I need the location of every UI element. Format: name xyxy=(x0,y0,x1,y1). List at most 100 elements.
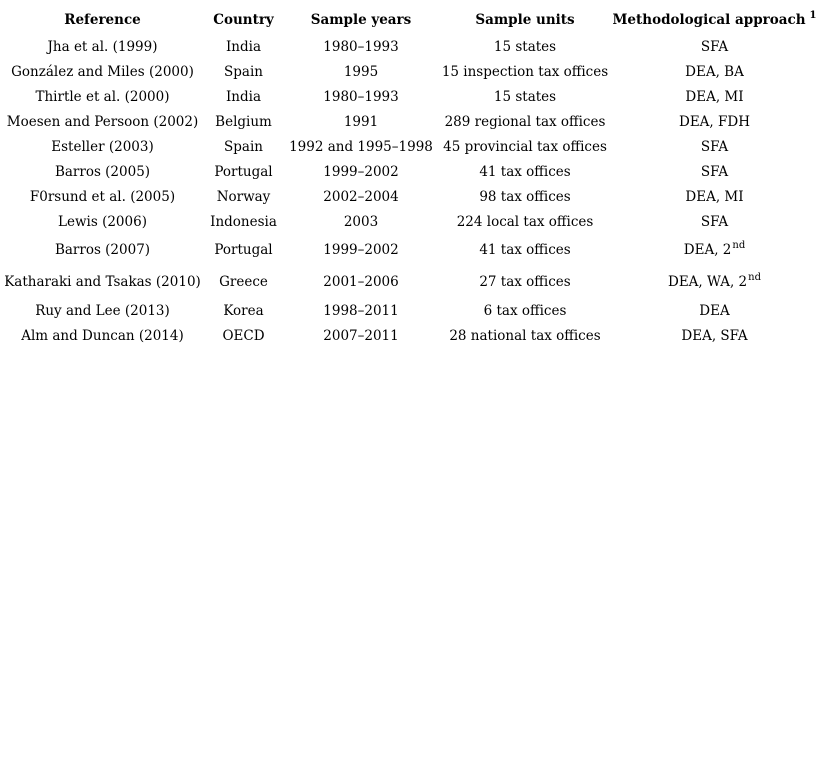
cell-country: India xyxy=(205,85,282,110)
cell-text: DEA, WA, 2 xyxy=(668,274,748,291)
literature-review-table: Reference Country Sample years Sample units… xyxy=(0,7,819,349)
cell-reference: Barros (2005) xyxy=(0,160,205,185)
cell-reference: F0rsund et al. (2005) xyxy=(0,185,205,210)
cell-text: SFA xyxy=(700,163,729,180)
column-header-country: Country xyxy=(205,7,282,35)
cell-reference: Jha et al. (1999) xyxy=(0,35,205,60)
table-row: Ruy and Lee (2013) Korea 1998–2011 6 tax of… xyxy=(0,299,819,324)
cell-text: González and Miles (2000) xyxy=(11,63,194,80)
cell-text: Alm and Duncan (2014) xyxy=(21,327,184,344)
cell-units: 15 states xyxy=(440,85,610,110)
cell-text: Esteller (2003) xyxy=(51,138,154,155)
ordinal-superscript: nd xyxy=(732,239,746,251)
table-row: Barros (2007) Portugal 1999–2002 41 tax off… xyxy=(0,235,819,267)
cell-text: Barros (2005) xyxy=(54,163,151,180)
cell-text: DEA, 2 xyxy=(683,242,732,259)
cell-country: Indonesia xyxy=(205,210,282,235)
cell-text: 1992 and 1995–1998 xyxy=(289,138,433,155)
cell-reference: Esteller (2003) xyxy=(0,135,205,160)
cell-text: SFA xyxy=(700,138,729,155)
cell-units: 6 tax offices xyxy=(440,299,610,324)
cell-country: OECD xyxy=(205,324,282,349)
table-row: Lewis (2006) Indonesia 2003 224 local tax o… xyxy=(0,210,819,235)
cell-text: 45 provincial tax offices xyxy=(443,138,607,155)
cell-text: Spain xyxy=(224,63,263,80)
table-row: Esteller (2003) Spain 1992 and 1995–1998 45… xyxy=(0,135,819,160)
cell-approach: SFA xyxy=(610,35,819,60)
cell-units: 45 provincial tax offices xyxy=(440,135,610,160)
cell-text: Moesen and Persoon (2002) xyxy=(6,113,199,130)
column-header-years: Sample years xyxy=(282,7,440,35)
cell-approach: DEA, FDH xyxy=(610,110,819,135)
cell-text: 1995 xyxy=(343,63,379,80)
cell-units: 15 states xyxy=(440,35,610,60)
cell-text: DEA, FDH xyxy=(679,113,750,130)
cell-years: 1980–1993 xyxy=(282,35,440,60)
cell-text: Portugal xyxy=(214,163,273,180)
cell-text: SFA xyxy=(700,38,729,55)
cell-years: 2007–2011 xyxy=(282,324,440,349)
cell-text: Belgium xyxy=(215,113,272,130)
cell-text: DEA, SFA xyxy=(681,327,748,344)
cell-reference: González and Miles (2000) xyxy=(0,60,205,85)
cell-approach: DEA, WA, 2nd xyxy=(610,267,819,299)
cell-text: 1998–2011 xyxy=(323,302,399,319)
cell-units: 27 tax offices xyxy=(440,267,610,299)
column-header-label: Reference xyxy=(64,12,141,29)
cell-text: 1980–1993 xyxy=(323,88,399,105)
column-header-label: Sample years xyxy=(310,12,412,29)
cell-text: 15 states xyxy=(493,38,557,55)
column-header-label: Sample units xyxy=(475,12,575,29)
cell-text: 28 national tax offices xyxy=(449,327,601,344)
cell-text: 15 inspection tax offices xyxy=(441,63,609,80)
cell-approach: DEA, MI xyxy=(610,185,819,210)
cell-text: India xyxy=(225,88,262,105)
column-header-label: Methodological approach xyxy=(612,12,806,29)
cell-text: OECD xyxy=(222,327,265,344)
cell-country: Korea xyxy=(205,299,282,324)
cell-country: Belgium xyxy=(205,110,282,135)
table-row: F0rsund et al. (2005) Norway 2002–2004 98 t… xyxy=(0,185,819,210)
cell-text: 2001–2006 xyxy=(323,274,399,291)
table-row: González and Miles (2000) Spain 1995 15 ins… xyxy=(0,60,819,85)
table-row: Thirtle et al. (2000) India 1980–1993 15 st… xyxy=(0,85,819,110)
cell-text: 27 tax offices xyxy=(479,274,571,291)
cell-country: India xyxy=(205,35,282,60)
cell-years: 1995 xyxy=(282,60,440,85)
cell-units: 289 regional tax offices xyxy=(440,110,610,135)
column-header-label: Country xyxy=(213,12,274,29)
footnote-marker: 1 xyxy=(809,9,817,21)
cell-years: 2001–2006 xyxy=(282,267,440,299)
cell-text: India xyxy=(225,38,262,55)
cell-reference: Moesen and Persoon (2002) xyxy=(0,110,205,135)
cell-text: Korea xyxy=(223,302,264,319)
column-header-reference: Reference xyxy=(0,7,205,35)
table-body: Jha et al. (1999) India 1980–1993 15 states… xyxy=(0,35,819,349)
cell-units: 41 tax offices xyxy=(440,235,610,267)
cell-text: Greece xyxy=(219,274,268,291)
cell-years: 1991 xyxy=(282,110,440,135)
cell-approach: SFA xyxy=(610,210,819,235)
table-row: Jha et al. (1999) India 1980–1993 15 states… xyxy=(0,35,819,60)
cell-approach: DEA, SFA xyxy=(610,324,819,349)
table-header-row: Reference Country Sample years Sample units… xyxy=(0,7,819,35)
cell-text: 2002–2004 xyxy=(323,188,399,205)
cell-text: DEA, BA xyxy=(685,63,744,80)
cell-text: 289 regional tax offices xyxy=(444,113,606,130)
cell-years: 1999–2002 xyxy=(282,160,440,185)
cell-text: 2007–2011 xyxy=(323,327,399,344)
cell-years: 2002–2004 xyxy=(282,185,440,210)
cell-text: Jha et al. (1999) xyxy=(47,38,158,55)
cell-country: Portugal xyxy=(205,235,282,267)
cell-years: 2003 xyxy=(282,210,440,235)
column-header-units: Sample units xyxy=(440,7,610,35)
table-row: Barros (2005) Portugal 1999–2002 41 tax off… xyxy=(0,160,819,185)
cell-reference: Ruy and Lee (2013) xyxy=(0,299,205,324)
table-row: Alm and Duncan (2014) OECD 2007–2011 28 nat… xyxy=(0,324,819,349)
cell-text: 1980–1993 xyxy=(323,38,399,55)
cell-text: DEA xyxy=(699,302,730,319)
cell-text: 98 tax offices xyxy=(479,188,571,205)
cell-text: SFA xyxy=(700,213,729,230)
cell-reference: Lewis (2006) xyxy=(0,210,205,235)
table-row: Moesen and Persoon (2002) Belgium 1991 289 … xyxy=(0,110,819,135)
